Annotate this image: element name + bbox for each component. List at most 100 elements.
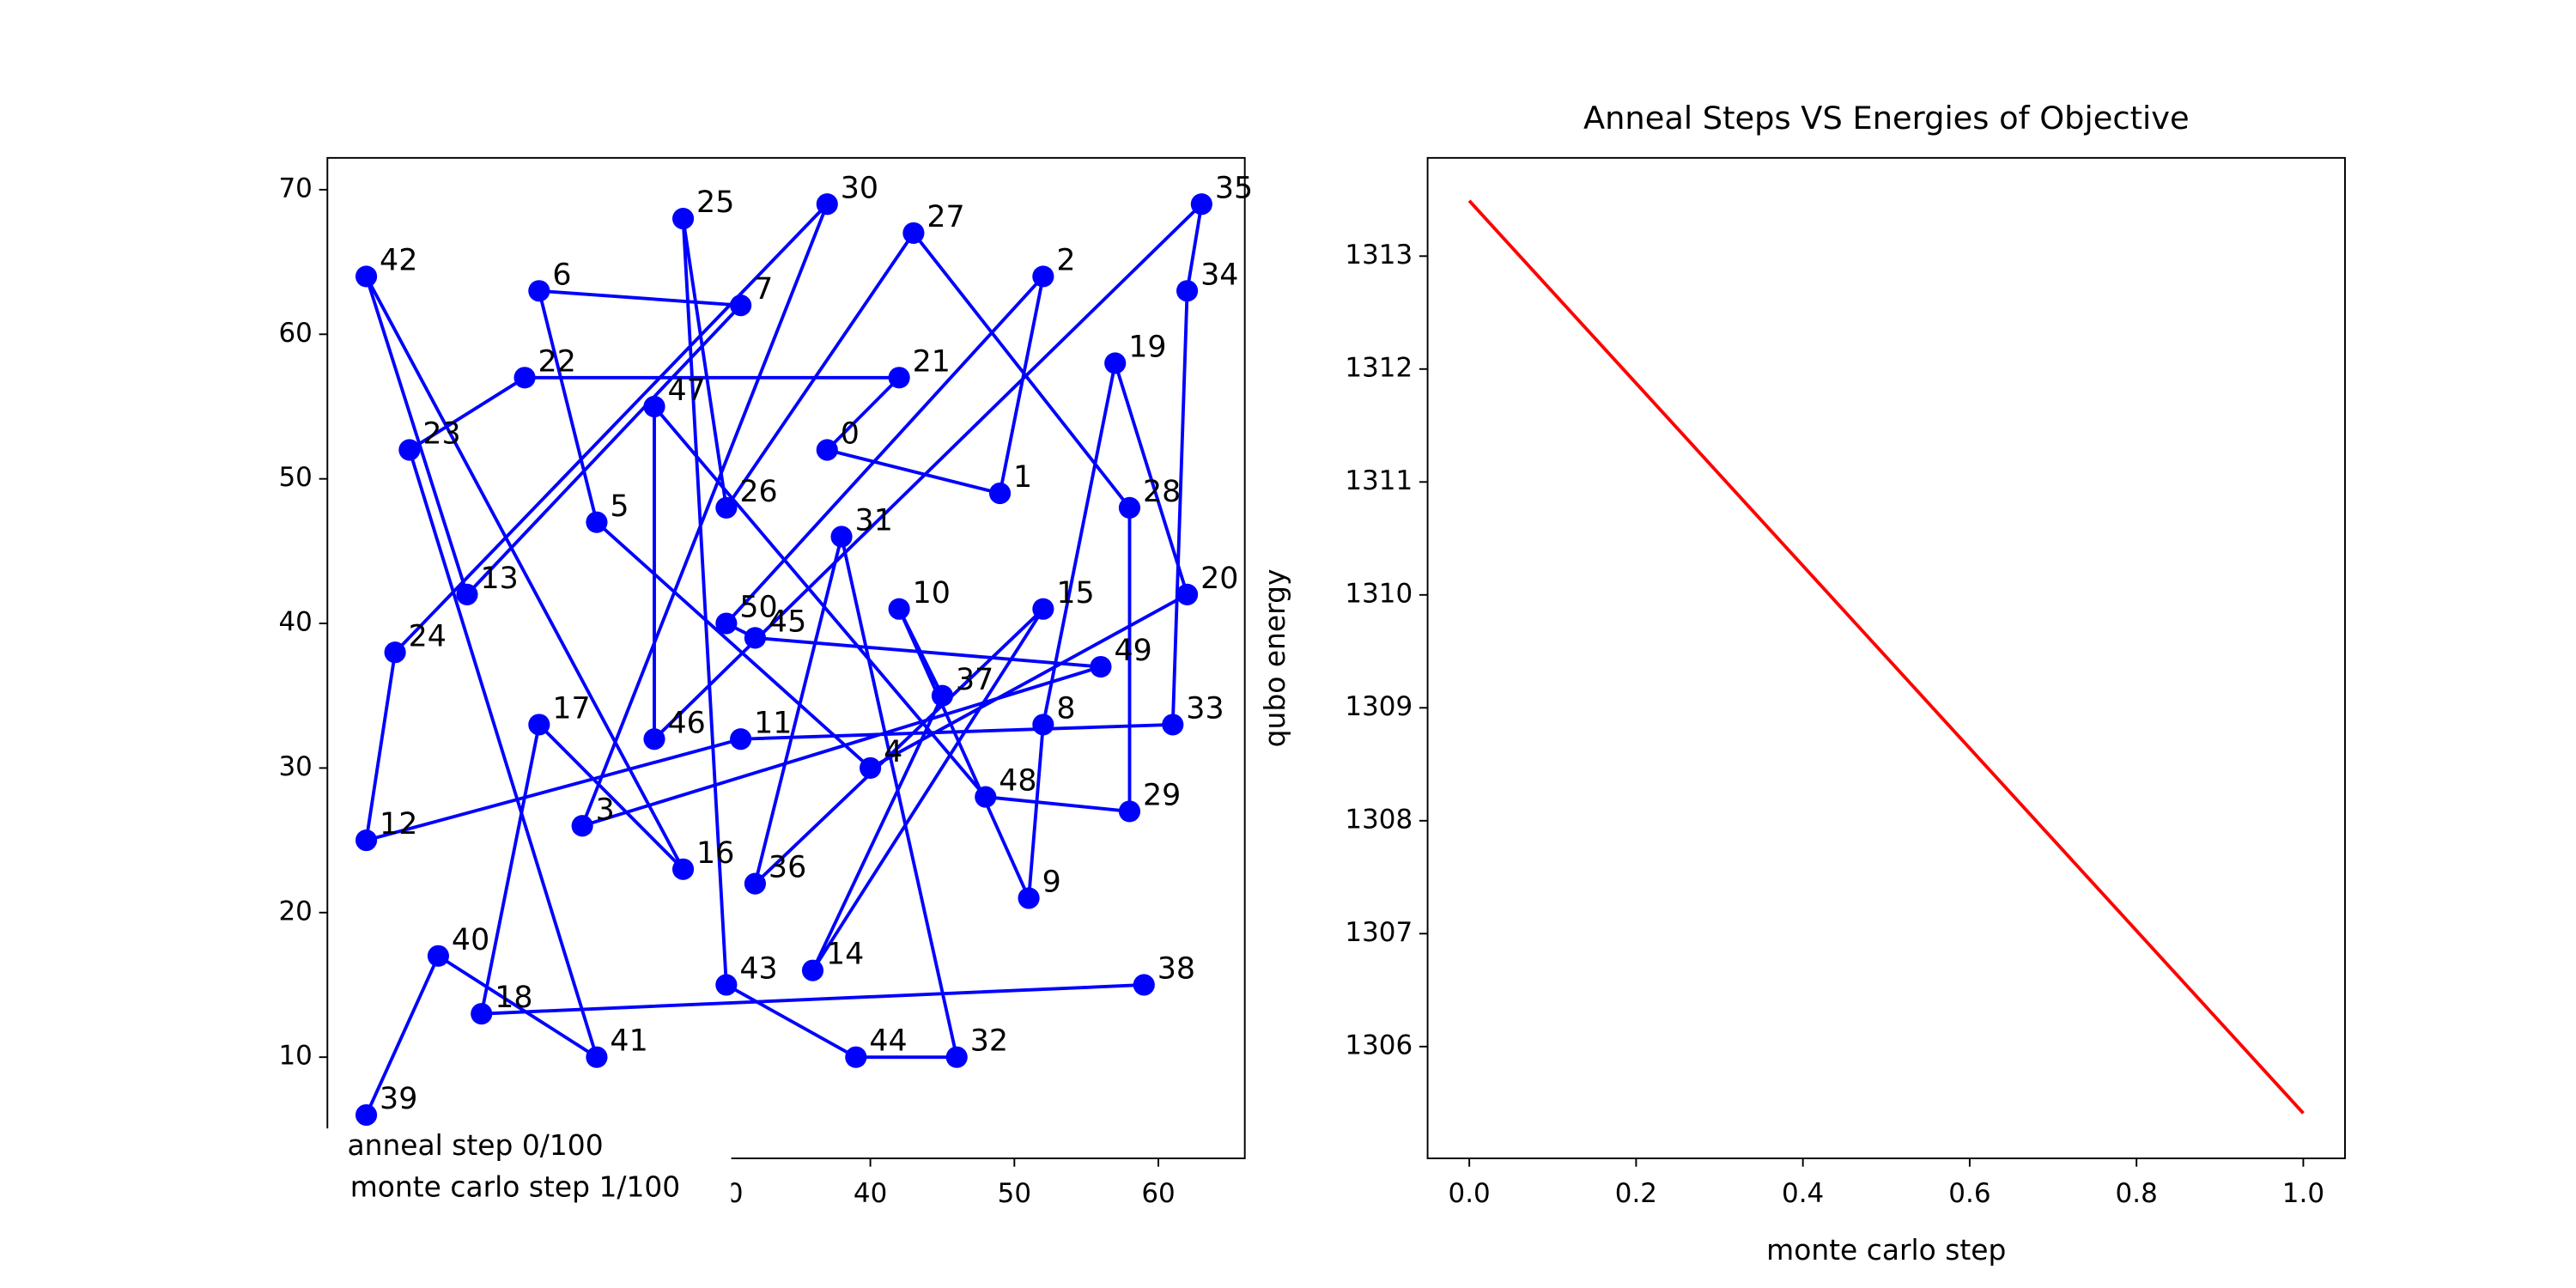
point-label: 16 bbox=[696, 836, 734, 871]
annotation: anneal step 0/100 bbox=[347, 1128, 603, 1162]
point-marker bbox=[715, 974, 738, 996]
point-label: 23 bbox=[422, 417, 460, 452]
point-label: 20 bbox=[1200, 562, 1238, 596]
point-marker bbox=[643, 728, 665, 750]
point-marker bbox=[427, 945, 450, 967]
y-tick-label: 30 bbox=[278, 751, 312, 782]
point-marker bbox=[571, 815, 593, 837]
point-label: 11 bbox=[754, 706, 792, 740]
point-label: 29 bbox=[1143, 779, 1181, 813]
point-label: 12 bbox=[380, 807, 417, 841]
point-marker bbox=[528, 280, 550, 302]
point-label: 32 bbox=[970, 1024, 1008, 1059]
point-marker bbox=[902, 222, 925, 245]
point-label: 49 bbox=[1114, 634, 1151, 668]
point-marker bbox=[945, 1046, 968, 1068]
point-label: 48 bbox=[999, 764, 1036, 799]
point-marker bbox=[671, 858, 695, 880]
point-marker bbox=[730, 295, 752, 317]
y-tick-label: 1313 bbox=[1345, 240, 1413, 270]
point-label: 45 bbox=[769, 605, 806, 639]
point-label: 9 bbox=[1042, 866, 1061, 900]
y-tick-label: 1308 bbox=[1345, 804, 1413, 835]
point-marker bbox=[975, 786, 997, 808]
point-marker bbox=[1133, 974, 1155, 996]
point-marker bbox=[1090, 655, 1112, 678]
y-tick-label: 20 bbox=[278, 896, 312, 927]
point-marker bbox=[471, 1003, 493, 1025]
y-tick-label: 60 bbox=[278, 318, 312, 349]
point-label: 2 bbox=[1056, 244, 1075, 278]
point-marker bbox=[355, 1103, 378, 1127]
y-tick-label: 1307 bbox=[1345, 917, 1413, 948]
point-label: 50 bbox=[739, 591, 777, 625]
point-marker bbox=[860, 756, 882, 779]
point-label: 35 bbox=[1215, 171, 1253, 205]
x-tick-label: 0.4 bbox=[1782, 1178, 1824, 1209]
point-label: 37 bbox=[956, 663, 993, 697]
point-marker bbox=[1104, 352, 1127, 374]
point-label: 0 bbox=[841, 417, 860, 452]
point-marker bbox=[845, 1046, 867, 1068]
x-tick-label: 0.8 bbox=[2116, 1178, 2158, 1209]
x-tick-label: 60 bbox=[1141, 1178, 1175, 1209]
point-label: 1 bbox=[1013, 460, 1032, 495]
point-label: 38 bbox=[1157, 952, 1195, 987]
point-label: 47 bbox=[668, 374, 706, 408]
point-marker bbox=[1032, 598, 1054, 620]
point-marker bbox=[355, 829, 378, 852]
point-label: 34 bbox=[1200, 258, 1238, 292]
y-tick-label: 70 bbox=[278, 173, 312, 204]
point-marker bbox=[715, 612, 738, 635]
point-label: 28 bbox=[1143, 475, 1181, 509]
point-marker bbox=[816, 439, 838, 461]
point-label: 33 bbox=[1186, 691, 1224, 726]
y-tick-label: 10 bbox=[278, 1041, 312, 1072]
point-label: 21 bbox=[913, 344, 951, 379]
y-tick-label: 1310 bbox=[1345, 578, 1413, 609]
point-label: 27 bbox=[927, 200, 964, 234]
x-tick-label: 1.0 bbox=[2282, 1178, 2324, 1209]
y-tick-label: 1309 bbox=[1345, 691, 1413, 722]
point-marker bbox=[888, 367, 910, 389]
point-marker bbox=[528, 714, 550, 736]
point-marker bbox=[888, 598, 910, 620]
point-marker bbox=[513, 367, 536, 389]
point-label: 13 bbox=[480, 562, 518, 596]
y-tick-label: 50 bbox=[278, 462, 312, 493]
point-marker bbox=[988, 482, 1012, 505]
point-label: 3 bbox=[596, 793, 615, 827]
annotation-box bbox=[290, 1128, 732, 1215]
point-marker bbox=[830, 526, 853, 548]
series-line bbox=[364, 199, 1205, 1116]
x-tick-label: 0.2 bbox=[1615, 1178, 1657, 1209]
point-label: 15 bbox=[1056, 576, 1094, 611]
point-marker bbox=[1032, 265, 1054, 288]
point-marker bbox=[384, 641, 406, 664]
x-tick-label: 40 bbox=[854, 1178, 887, 1209]
y-tick-label: 1306 bbox=[1345, 1030, 1413, 1060]
series-line bbox=[1467, 199, 2305, 1115]
y-tick-label: 40 bbox=[278, 607, 312, 638]
point-marker bbox=[355, 265, 378, 288]
point-marker bbox=[1118, 800, 1141, 823]
y-axis-label: qubo energy bbox=[1258, 569, 1291, 748]
point-label: 26 bbox=[739, 475, 777, 509]
point-label: 7 bbox=[754, 272, 773, 307]
plot-frame bbox=[1426, 156, 2346, 1159]
point-marker bbox=[1190, 193, 1212, 216]
point-marker bbox=[586, 1046, 608, 1068]
point-label: 42 bbox=[380, 244, 417, 278]
point-marker bbox=[456, 583, 478, 605]
point-label: 14 bbox=[826, 938, 864, 972]
point-label: 44 bbox=[869, 1024, 907, 1059]
point-marker bbox=[586, 511, 608, 533]
point-label: 19 bbox=[1128, 331, 1166, 365]
point-label: 24 bbox=[409, 619, 447, 653]
point-label: 43 bbox=[739, 952, 777, 987]
y-tick-label: 1312 bbox=[1345, 352, 1413, 383]
point-label: 30 bbox=[841, 171, 878, 205]
point-label: 25 bbox=[696, 185, 734, 220]
x-tick-label: 50 bbox=[998, 1178, 1031, 1209]
